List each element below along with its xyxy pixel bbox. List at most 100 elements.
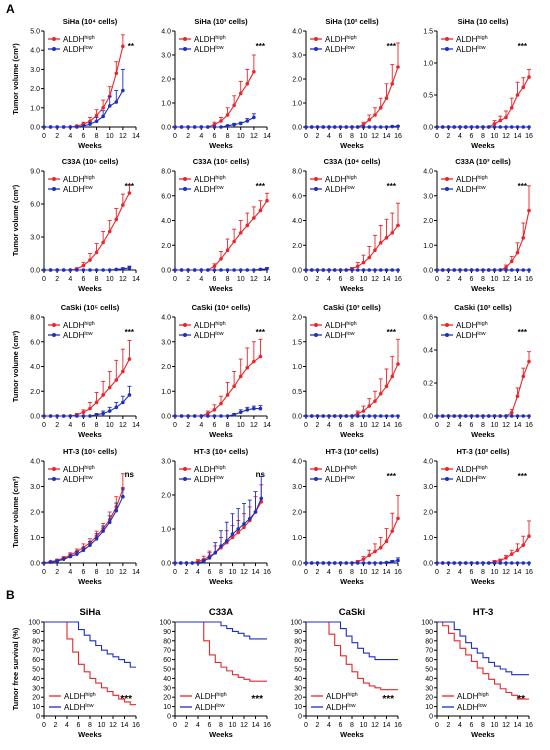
x-tick-label: 14 xyxy=(252,569,260,576)
chart-panel: HT-3 (10⁴ cells) 0.0 1.0 2.0 3.0 0 2 4 6 8 10 12 14 1… xyxy=(161,447,271,586)
data-point xyxy=(55,268,59,272)
y-tick-label: 8.0 xyxy=(292,169,302,176)
panel-label-a: A xyxy=(6,2,15,16)
data-point xyxy=(384,96,389,100)
data-point xyxy=(179,414,184,418)
data-point xyxy=(396,223,400,228)
data-point xyxy=(225,248,230,252)
series-low xyxy=(435,414,531,418)
y-tick-label: 0.0 xyxy=(30,561,40,568)
series-line xyxy=(306,225,399,271)
data-point xyxy=(88,258,92,262)
data-point xyxy=(378,106,383,110)
data-point xyxy=(509,268,514,272)
y-tick-label: 3.0 xyxy=(161,339,171,346)
x-tick-label: 4 xyxy=(199,276,203,283)
x-tick-label: 14 xyxy=(514,569,522,576)
x-tick-label: 10 xyxy=(491,722,499,729)
x-tick-label: 4 xyxy=(327,422,331,429)
data-point xyxy=(321,414,326,418)
data-point xyxy=(81,263,86,268)
legend-marker xyxy=(52,467,56,471)
y-tick-label: 90 xyxy=(294,629,302,636)
x-tick-label: 0 xyxy=(304,722,308,729)
data-point xyxy=(435,414,439,418)
y-tick-label: 4.0 xyxy=(30,48,40,55)
data-point xyxy=(219,125,223,129)
data-point xyxy=(481,561,485,565)
data-point xyxy=(179,125,184,129)
y-tick-label: 8.0 xyxy=(161,169,171,176)
series-line xyxy=(175,498,262,564)
series-line xyxy=(306,66,399,128)
data-point xyxy=(498,414,503,418)
x-tick-label: 6 xyxy=(339,569,343,576)
x-axis-label: Weeks xyxy=(340,284,364,293)
x-tick-label: 2 xyxy=(316,133,320,140)
data-point xyxy=(304,414,308,418)
x-tick-label: 10 xyxy=(360,133,368,140)
chart-panel: SiHa (10 cells) 0.0 0.5 1.0 1.5 0 2 4 6 8 10 12 14 16… xyxy=(423,17,533,150)
x-tick-label: 2 xyxy=(186,133,190,140)
data-point xyxy=(101,393,105,397)
data-point xyxy=(452,125,457,129)
x-tick-label: 14 xyxy=(263,422,271,429)
data-point xyxy=(192,414,197,418)
legend-marker xyxy=(314,323,318,327)
data-point xyxy=(446,268,451,272)
y-tick-label: 6.0 xyxy=(292,193,302,200)
legend-label: ALDHhigh xyxy=(456,321,488,330)
chart-title: CaSki (10⁴ cells) xyxy=(192,303,251,312)
chart-title: HT-3 (10⁴ cells) xyxy=(194,447,249,456)
chart-panel: HT-3 (10⁵ cells) 0.0 1.0 2.0 3.0 4.0 0 2 4 6 8 10 12… xyxy=(11,447,140,586)
data-point xyxy=(245,119,250,123)
data-point xyxy=(338,268,343,272)
legend-item: ALDHhigh xyxy=(49,692,96,701)
data-point xyxy=(101,106,105,110)
x-tick-label: 16 xyxy=(394,569,402,576)
data-point xyxy=(186,125,190,129)
x-tick-label: 4 xyxy=(458,133,462,140)
data-point xyxy=(309,125,314,129)
data-point xyxy=(504,125,508,129)
significance-label: *** xyxy=(518,42,528,51)
x-tick-label: 2 xyxy=(316,422,320,429)
data-point xyxy=(225,393,230,397)
data-point xyxy=(68,554,73,559)
y-tick-label: 80 xyxy=(32,638,40,645)
x-tick-label: 8 xyxy=(95,133,99,140)
data-point xyxy=(81,268,86,272)
data-point xyxy=(515,93,520,97)
x-tick-label: 4 xyxy=(68,133,72,140)
data-point xyxy=(186,268,190,272)
data-point xyxy=(315,125,320,129)
data-point xyxy=(61,125,66,129)
y-tick-label: 0.0 xyxy=(292,561,302,568)
data-point xyxy=(373,414,377,418)
x-tick-label: 14 xyxy=(132,276,140,283)
y-tick-label: 30 xyxy=(294,685,302,692)
x-tick-label: 0 xyxy=(304,133,308,140)
data-point xyxy=(390,124,395,129)
legend-label: ALDHhigh xyxy=(195,692,227,701)
series-high xyxy=(437,621,529,700)
y-tick-label: 2.0 xyxy=(292,315,302,322)
data-point xyxy=(265,266,269,271)
legend-label: ALDHlow xyxy=(64,703,94,712)
y-tick-label: 0.0 xyxy=(292,268,302,275)
legend-label: ALDHhigh xyxy=(63,321,95,330)
data-point xyxy=(55,125,59,129)
data-point xyxy=(504,265,508,270)
data-point xyxy=(265,198,269,203)
legend-item: ALDHlow xyxy=(441,45,486,54)
significance-label: *** xyxy=(387,182,397,191)
x-tick-label: 10 xyxy=(98,722,106,729)
data-point xyxy=(475,561,480,565)
y-tick-label: 0.2 xyxy=(423,381,433,388)
data-point xyxy=(373,549,377,554)
x-tick-label: 8 xyxy=(95,276,99,283)
legend-label: ALDHlow xyxy=(325,475,355,484)
data-point xyxy=(509,259,514,264)
x-tick-label: 16 xyxy=(394,722,402,729)
y-tick-label: 1.0 xyxy=(423,243,433,250)
